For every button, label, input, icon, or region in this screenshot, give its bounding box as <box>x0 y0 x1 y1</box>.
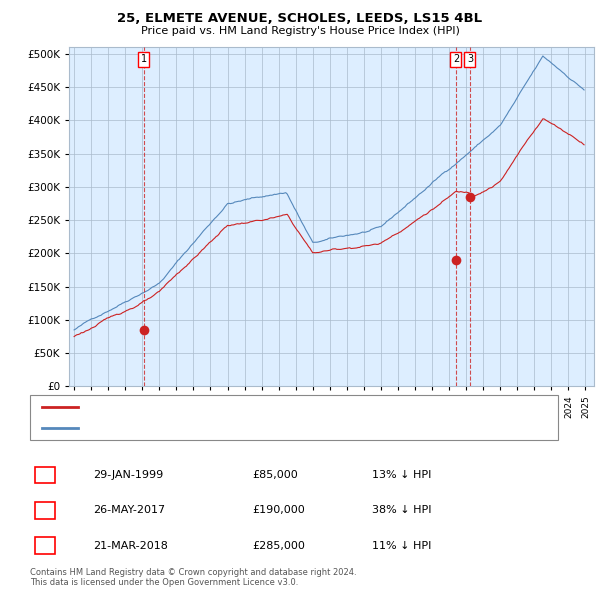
Text: 3: 3 <box>41 541 49 550</box>
Text: £85,000: £85,000 <box>252 470 298 480</box>
Text: £190,000: £190,000 <box>252 506 305 515</box>
Text: Contains HM Land Registry data © Crown copyright and database right 2024.: Contains HM Land Registry data © Crown c… <box>30 568 356 577</box>
Text: 11% ↓ HPI: 11% ↓ HPI <box>372 541 431 550</box>
Text: 29-JAN-1999: 29-JAN-1999 <box>93 470 163 480</box>
Text: 38% ↓ HPI: 38% ↓ HPI <box>372 506 431 515</box>
Text: 25, ELMETE AVENUE, SCHOLES, LEEDS, LS15 4BL: 25, ELMETE AVENUE, SCHOLES, LEEDS, LS15 … <box>118 12 482 25</box>
Text: This data is licensed under the Open Government Licence v3.0.: This data is licensed under the Open Gov… <box>30 578 298 588</box>
Text: 25, ELMETE AVENUE, SCHOLES, LEEDS, LS15 4BL (detached house): 25, ELMETE AVENUE, SCHOLES, LEEDS, LS15 … <box>84 402 414 412</box>
Text: 3: 3 <box>467 54 473 64</box>
Text: 26-MAY-2017: 26-MAY-2017 <box>93 506 165 515</box>
Text: £285,000: £285,000 <box>252 541 305 550</box>
Text: 21-MAR-2018: 21-MAR-2018 <box>93 541 168 550</box>
Text: 13% ↓ HPI: 13% ↓ HPI <box>372 470 431 480</box>
Text: 1: 1 <box>41 470 49 480</box>
Text: 2: 2 <box>453 54 459 64</box>
Text: Price paid vs. HM Land Registry's House Price Index (HPI): Price paid vs. HM Land Registry's House … <box>140 26 460 35</box>
Text: 1: 1 <box>140 54 147 64</box>
Text: HPI: Average price, detached house, Leeds: HPI: Average price, detached house, Leed… <box>84 422 293 432</box>
Text: 2: 2 <box>41 506 49 515</box>
